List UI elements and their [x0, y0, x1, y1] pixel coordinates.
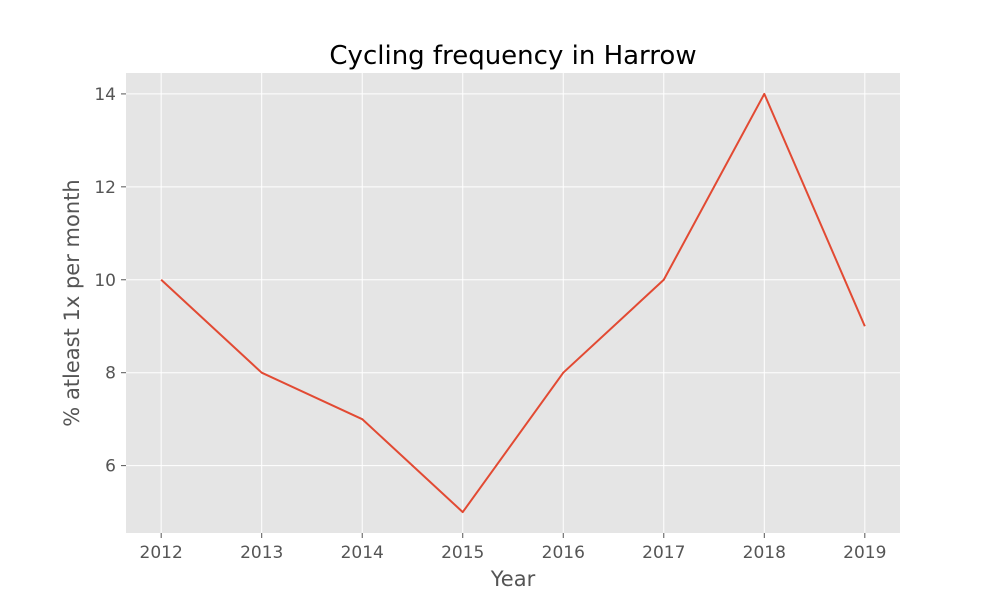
y-tick-label: 8 — [105, 364, 116, 384]
x-tick-label: 2014 — [341, 543, 384, 563]
y-axis-ticks: 6 8 10 12 14 — [94, 85, 126, 477]
x-tick-label: 2012 — [140, 543, 183, 563]
y-tick-label: 14 — [94, 85, 116, 105]
chart-title: Cycling frequency in Harrow — [329, 41, 696, 71]
x-tick-label: 2017 — [642, 543, 685, 563]
x-tick-label: 2013 — [240, 543, 283, 563]
y-tick-label: 10 — [94, 271, 116, 291]
y-tick-label: 6 — [105, 457, 116, 477]
grid-lines — [126, 73, 900, 533]
y-axis-label: % atleast 1x per month — [60, 179, 84, 426]
series-group — [160, 92, 866, 514]
x-tick-label: 2015 — [441, 543, 484, 563]
y-tick-label: 12 — [94, 178, 116, 198]
x-tick-label: 2016 — [542, 543, 585, 563]
x-tick-label: 2018 — [743, 543, 786, 563]
x-tick-label: 2019 — [843, 543, 886, 563]
x-axis-label: Year — [490, 567, 536, 591]
plot-area — [126, 73, 900, 533]
series-line — [160, 92, 866, 514]
x-axis-ticks: 2012 2013 2014 2015 2016 2017 2018 2019 — [140, 533, 886, 563]
